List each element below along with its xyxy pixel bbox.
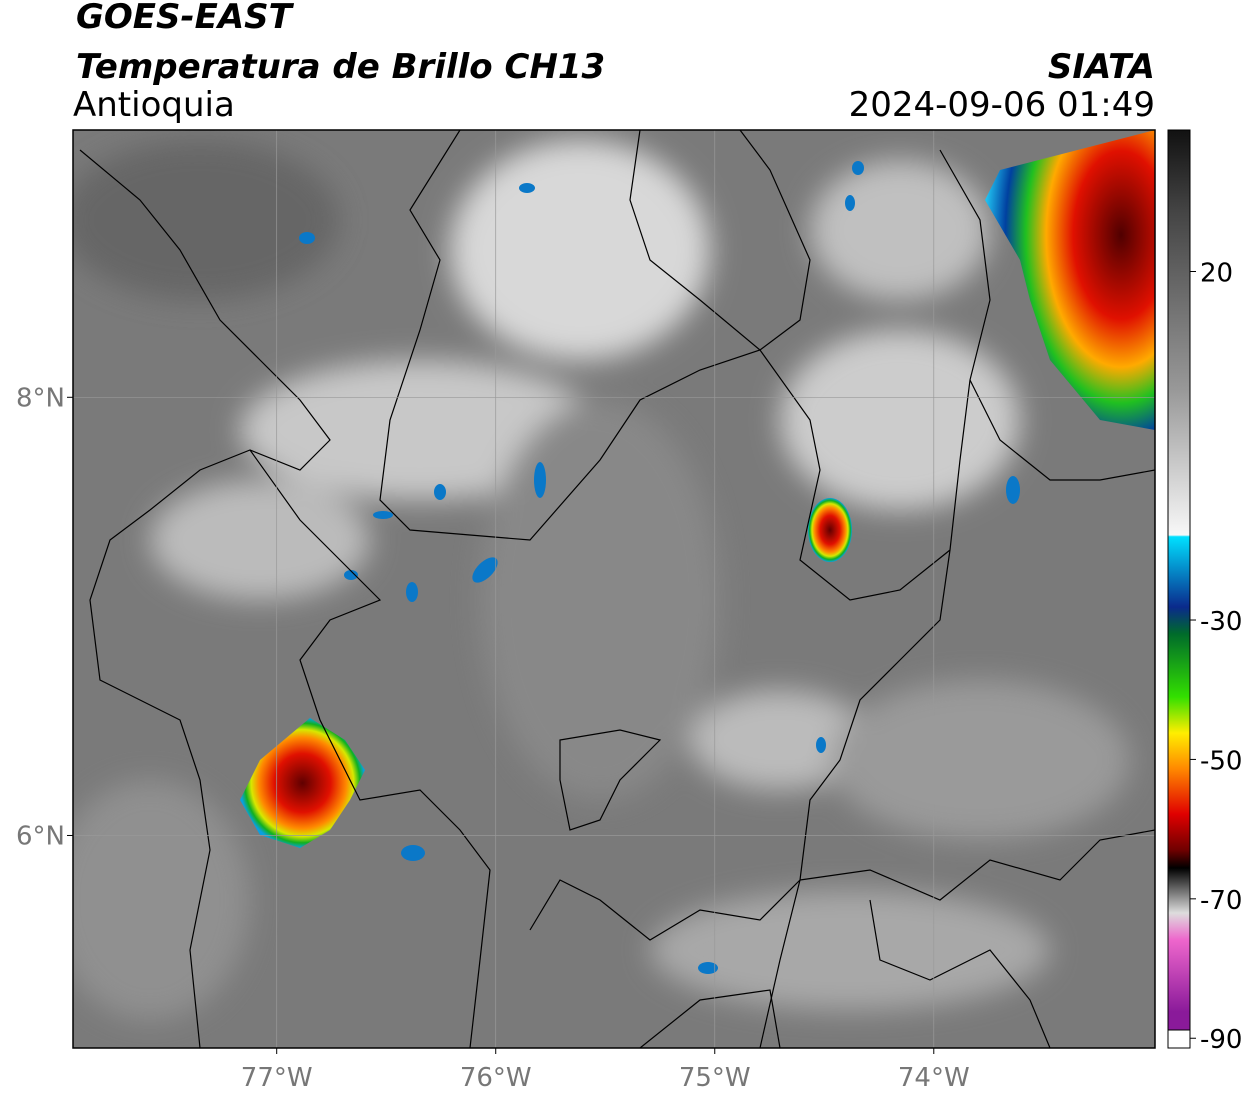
agency: SIATA bbox=[1048, 47, 1155, 87]
colorbar-frame bbox=[1167, 129, 1191, 1049]
y-tick-label: 8°N bbox=[16, 383, 65, 413]
x-tick-label: 76°W bbox=[460, 1063, 532, 1093]
colorbar bbox=[1168, 130, 1190, 1030]
x-tick-label: 75°W bbox=[679, 1063, 751, 1093]
colorbar-tick-label: 20 bbox=[1200, 258, 1233, 288]
datetime: 2024-09-06 01:49 bbox=[849, 85, 1155, 125]
storm-cell bbox=[240, 718, 365, 848]
colorbar-under bbox=[1167, 1029, 1191, 1049]
colorbar-tick-label: -90 bbox=[1200, 1025, 1242, 1055]
borders bbox=[79, 130, 1155, 1048]
colorbar-tick-label: -30 bbox=[1200, 607, 1242, 637]
colorbar-tick-label: -70 bbox=[1200, 886, 1242, 916]
y-tick-label: 6°N bbox=[16, 821, 65, 851]
grid bbox=[73, 130, 1155, 1048]
storm-cell bbox=[985, 130, 1155, 430]
small-cells bbox=[299, 161, 1020, 974]
region: Antioquia bbox=[73, 85, 235, 125]
subtitle: Temperatura de Brillo CH13 bbox=[76, 47, 605, 87]
x-tick-label: 77°W bbox=[241, 1063, 313, 1093]
map-image bbox=[73, 130, 1155, 1048]
title: GOES-EAST bbox=[76, 0, 295, 37]
colorbar-tick-label: -50 bbox=[1200, 746, 1242, 776]
storm-cell bbox=[808, 498, 852, 562]
map-frame bbox=[72, 129, 1156, 1049]
x-tick-label: 74°W bbox=[898, 1063, 970, 1093]
